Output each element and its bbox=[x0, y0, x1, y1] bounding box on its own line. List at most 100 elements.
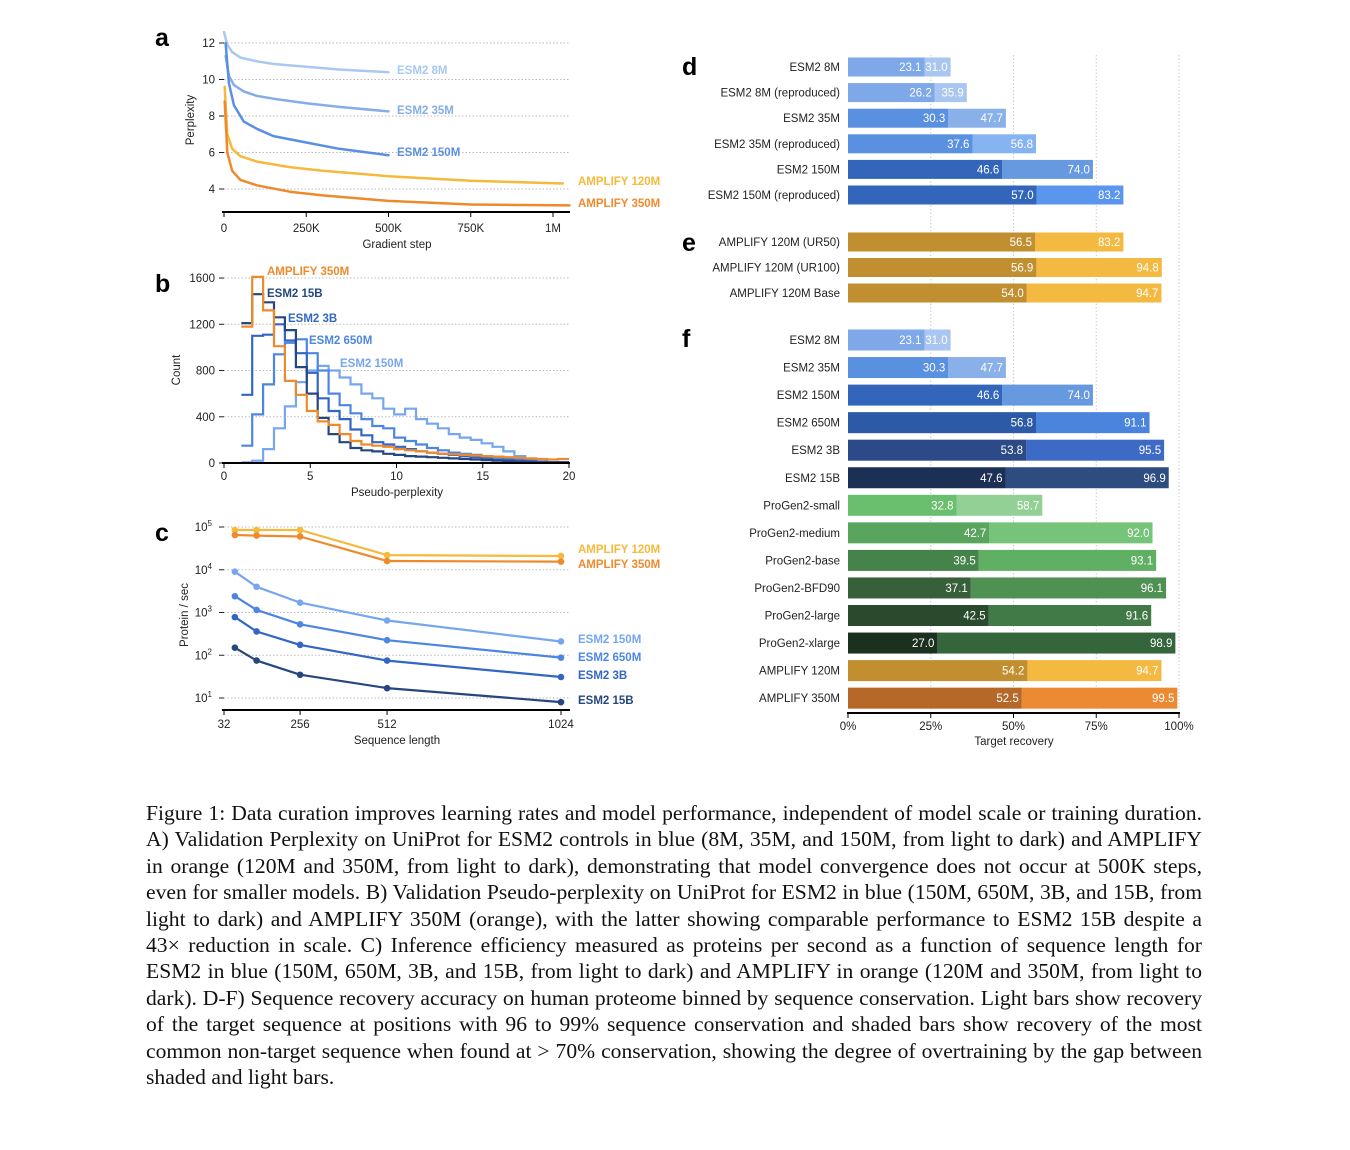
bar-light-segment bbox=[924, 57, 951, 77]
x-tick-label: 100% bbox=[1164, 721, 1193, 733]
bar-shaded-segment bbox=[848, 57, 925, 77]
bar-value-shaded: 27.0 bbox=[912, 638, 934, 650]
bar-value-shaded: 46.6 bbox=[977, 390, 999, 402]
bar-row-label: ProGen2-small bbox=[763, 500, 840, 512]
data-point bbox=[253, 606, 260, 614]
tick-exponent: 3 bbox=[208, 605, 213, 614]
bar-row-label: ESM2 35M bbox=[783, 363, 840, 375]
bar-light-segment bbox=[970, 577, 1167, 599]
bar-value-light: 91.1 bbox=[1124, 418, 1146, 430]
histogram-step-esm2-650m bbox=[241, 338, 569, 464]
series-label: ESM2 3B bbox=[578, 670, 627, 682]
bar-row-label: ProGen2-base bbox=[765, 555, 840, 567]
data-point bbox=[296, 599, 304, 606]
data-point bbox=[253, 526, 260, 534]
y-tick-label: 0 bbox=[209, 458, 215, 470]
bar-value-light: 83.2 bbox=[1098, 237, 1120, 249]
x-tick-label: 32 bbox=[218, 719, 231, 731]
bar-row-label: ProGen2-medium bbox=[749, 528, 840, 540]
bar-light-segment bbox=[978, 549, 1157, 571]
bar-row-label: ProGen2-large bbox=[765, 611, 840, 623]
figure-caption: Figure 1: Data curation improves learnin… bbox=[146, 801, 1202, 1090]
bar-shaded-segment bbox=[848, 159, 1003, 179]
bar-shaded-segment bbox=[848, 258, 1037, 277]
bar-value-light: 95.5 bbox=[1139, 445, 1161, 457]
bar-light-segment bbox=[988, 605, 1152, 626]
bar-light-segment bbox=[1026, 283, 1162, 303]
series-line bbox=[224, 54, 390, 113]
x-tick-label: 75% bbox=[1085, 721, 1108, 733]
x-axis-label: Gradient step bbox=[362, 239, 431, 251]
x-tick-label: 0% bbox=[840, 721, 857, 733]
tick-base: 10 bbox=[195, 565, 208, 577]
x-tick-label: 5 bbox=[307, 471, 313, 483]
series-label: ESM2 650M bbox=[578, 652, 641, 664]
series-label: ESM2 150M bbox=[578, 634, 641, 646]
series-line bbox=[234, 528, 562, 558]
panel-letter-e: e bbox=[682, 229, 696, 257]
bar-value-shaded: 47.6 bbox=[980, 473, 1002, 485]
series-label: ESM2 8M bbox=[397, 65, 448, 77]
data-point bbox=[231, 568, 239, 576]
y-tick-label: 101 bbox=[195, 690, 213, 705]
bar-row-label: ESM2 150M bbox=[777, 390, 840, 402]
series-line bbox=[222, 30, 390, 74]
bar-row-label: AMPLIFY 120M (UR100) bbox=[712, 263, 840, 275]
bar-row-label: ESM2 8M (reproduced) bbox=[720, 88, 840, 100]
y-tick-label: 10 bbox=[202, 75, 215, 87]
data-point bbox=[383, 557, 391, 565]
bar-value-shaded: 23.1 bbox=[899, 62, 921, 74]
x-tick-label: 500K bbox=[375, 223, 402, 235]
bar-shaded-segment bbox=[848, 467, 1006, 489]
data-point bbox=[383, 684, 391, 692]
bar-shaded-segment bbox=[848, 687, 1022, 709]
bar-row-label: AMPLIFY 120M bbox=[759, 666, 840, 678]
bar-value-shaded: 56.9 bbox=[1011, 263, 1033, 275]
bar-light-segment bbox=[1002, 384, 1093, 406]
series-line bbox=[223, 85, 565, 185]
data-point bbox=[557, 698, 565, 706]
data-point bbox=[557, 558, 565, 565]
data-point bbox=[383, 617, 391, 624]
bar-value-light: 47.7 bbox=[980, 363, 1002, 375]
bar-row-label: AMPLIFY 120M Base bbox=[730, 288, 840, 300]
tick-base: 10 bbox=[195, 693, 208, 705]
bar-shaded-segment bbox=[848, 660, 1028, 682]
bar-row-label: ESM2 8M bbox=[790, 335, 841, 347]
bar-value-shaded: 37.6 bbox=[947, 139, 969, 151]
bar-light-segment bbox=[1002, 159, 1093, 179]
series-label: AMPLIFY 120M bbox=[578, 176, 660, 188]
bar-light-segment bbox=[1026, 439, 1165, 461]
panel-letter-a: a bbox=[155, 24, 170, 52]
x-tick-label: 25% bbox=[919, 721, 942, 733]
x-tick-label: 0 bbox=[221, 471, 227, 483]
bar-row-label: AMPLIFY 120M (UR50) bbox=[719, 237, 840, 249]
x-tick-label: 256 bbox=[290, 719, 309, 731]
bar-row-label: ESM2 35M bbox=[783, 113, 840, 125]
bar-value-light: 31.0 bbox=[925, 62, 947, 74]
y-tick-label: 400 bbox=[196, 412, 215, 424]
data-point bbox=[557, 673, 565, 681]
y-tick-label: 12 bbox=[202, 38, 215, 50]
bar-value-light: 94.8 bbox=[1136, 263, 1158, 275]
bar-row-label: ESM2 150M bbox=[777, 164, 840, 176]
bar-light-segment bbox=[989, 522, 1153, 544]
series-label: AMPLIFY 350M bbox=[267, 266, 349, 278]
y-axis-label: Count bbox=[171, 354, 183, 385]
bar-shaded-segment bbox=[848, 384, 1003, 406]
series-label: AMPLIFY 350M bbox=[578, 559, 660, 571]
x-tick-label: 0 bbox=[221, 223, 227, 235]
bar-value-shaded: 56.8 bbox=[1011, 418, 1033, 430]
bar-light-segment bbox=[972, 134, 1037, 154]
bar-value-light: 74.0 bbox=[1068, 164, 1090, 176]
bar-value-light: 74.0 bbox=[1068, 390, 1090, 402]
bar-shaded-segment bbox=[848, 185, 1037, 205]
bar-light-segment bbox=[934, 83, 967, 103]
bar-value-shaded: 54.2 bbox=[1002, 666, 1024, 678]
bar-light-segment bbox=[948, 357, 1006, 379]
x-tick-label: 10 bbox=[390, 471, 403, 483]
bar-shaded-segment bbox=[848, 232, 1036, 252]
series-line bbox=[234, 616, 562, 679]
series-label: ESM2 35M bbox=[397, 105, 454, 117]
bar-shaded-segment bbox=[848, 329, 925, 351]
